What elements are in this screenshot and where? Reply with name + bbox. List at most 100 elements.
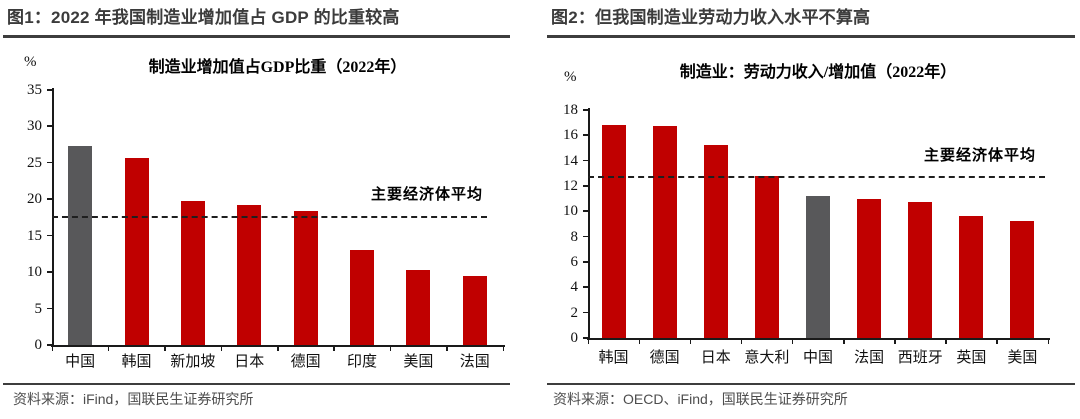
figure-2-panel: 图2：但我国制造业劳动力收入水平不算高 % 制造业：劳动力收入/增加值（2022年… (540, 0, 1080, 419)
y-axis-tick (47, 307, 52, 310)
x-axis-tick (333, 345, 335, 351)
bar-印度 (350, 249, 375, 345)
bar-德国 (293, 210, 318, 345)
category-label: 英国 (956, 350, 987, 366)
y-axis-tick (47, 271, 52, 273)
y-axis-unit-label: % (564, 69, 577, 85)
y-axis-tick-label: 10 (563, 203, 578, 220)
y-axis-tick (583, 261, 588, 263)
figure-1-panel: 图1：2022 年我国制造业增加值占 GDP 的比重较高 % 制造业增加值占GDP… (3, 5, 510, 407)
y-axis-tick (47, 89, 52, 91)
y-axis-tick (583, 159, 588, 162)
y-axis-tick-label: 14 (563, 152, 578, 169)
category-label: 新加坡 (170, 354, 216, 370)
bar-中国 (806, 196, 830, 338)
y-axis-tick (47, 125, 52, 127)
bar-美国 (406, 269, 431, 345)
y-axis-tick-label: 10 (27, 264, 42, 281)
y-axis-tick-label: 20 (27, 191, 42, 208)
bar-中国 (68, 146, 93, 345)
x-axis-tick (502, 345, 504, 351)
figure-2-source: 资料来源：OECD、iFind，国联民生证券研究所 (553, 391, 848, 407)
figure-1-source: 资料来源：iFind，国联民生证券研究所 (13, 391, 254, 407)
y-axis-tick (583, 337, 588, 339)
y-axis-tick-label: 12 (563, 178, 578, 194)
bar-西班牙 (908, 202, 933, 338)
bar-意大利 (754, 175, 779, 338)
x-axis-tick (107, 345, 110, 351)
average-line (588, 176, 1045, 179)
y-axis-tick-label: 0 (34, 337, 43, 353)
y-axis-tick-label: 25 (27, 154, 42, 171)
category-label: 法国 (459, 354, 490, 370)
y-axis-unit-label: % (24, 54, 37, 70)
average-line (52, 215, 487, 218)
category-label: 日本 (700, 350, 731, 366)
y-axis-tick-label: 5 (34, 300, 43, 317)
category-label: 中国 (802, 350, 833, 366)
x-axis-tick (791, 338, 794, 344)
y-axis-tick (47, 234, 52, 237)
x-axis-tick (996, 338, 998, 344)
category-label: 德国 (649, 350, 680, 366)
figure-2-source-rule (547, 383, 1075, 385)
y-axis-tick-label: 0 (570, 330, 579, 346)
x-axis-tick (894, 338, 896, 344)
bar-韩国 (124, 158, 149, 345)
y-axis-tick (47, 344, 52, 346)
x-axis-tick (638, 338, 641, 344)
x-axis-tick (689, 338, 692, 344)
average-line-label: 主要经济体平均 (923, 148, 1036, 165)
x-axis-tick (51, 345, 53, 351)
y-axis-tick-label: 6 (570, 254, 579, 270)
category-label: 西班牙 (897, 350, 943, 366)
bar-日本 (703, 145, 728, 338)
x-axis-tick (1047, 338, 1049, 344)
x-axis-tick (945, 338, 947, 344)
figure-1-header: 图1：2022 年我国制造业增加值占 GDP 的比重较高 (3, 5, 510, 38)
category-label: 法国 (854, 350, 885, 366)
y-axis-line (588, 108, 590, 339)
bar-法国 (857, 198, 882, 338)
average-line-label: 主要经济体平均 (370, 186, 483, 203)
category-label: 中国 (65, 354, 96, 370)
y-axis-tick (47, 161, 52, 164)
category-label: 印度 (347, 354, 378, 370)
bar-英国 (959, 216, 984, 338)
category-label: 日本 (234, 354, 265, 370)
x-axis-tick (843, 338, 845, 344)
y-axis-tick-label: 8 (570, 228, 579, 245)
figure-1-chart: % 制造业增加值占GDP比重（2022年） 0 5 10 15 20 25 30 35 中国 韩国 新加… (24, 54, 505, 370)
x-axis-tick (587, 338, 589, 344)
x-axis-tick (164, 345, 166, 351)
bar-美国 (1010, 221, 1035, 338)
y-axis-tick (583, 210, 588, 212)
y-axis-tick-label: 15 (27, 227, 42, 244)
category-label: 韩国 (598, 350, 629, 366)
chart-title: 制造业增加值占GDP比重（2022年） (148, 59, 407, 76)
y-axis-tick (583, 311, 588, 314)
category-label: 意大利 (744, 350, 790, 366)
category-label: 韩国 (121, 354, 152, 370)
bar-德国 (652, 126, 677, 338)
y-axis-tick (583, 185, 588, 187)
figure-1-source-rule (3, 383, 510, 385)
bar-法国 (462, 275, 487, 345)
x-axis-tick (277, 345, 279, 351)
figure-2-header: 图2：但我国制造业劳动力收入水平不算高 (547, 5, 1075, 38)
figure-2-chart: % 制造业：劳动力收入/增加值（2022年） 0 2 4 6 8 10 12 14 16 18 韩国 德国… (540, 0, 1080, 419)
y-axis-tick-label: 30 (27, 118, 42, 135)
y-axis-tick-label: 2 (570, 304, 579, 321)
y-axis-tick (583, 109, 588, 111)
x-axis-tick (446, 345, 448, 351)
y-axis-tick-label: 4 (570, 279, 579, 296)
bar-新加坡 (180, 200, 205, 345)
y-axis-tick-label: 18 (563, 102, 578, 118)
x-axis-tick (740, 338, 743, 344)
bar-日本 (237, 205, 262, 345)
x-axis-tick (220, 345, 223, 351)
y-axis-tick-label: 16 (563, 127, 578, 144)
chart-title: 制造业：劳动力收入/增加值（2022年） (679, 64, 957, 81)
y-axis-tick (47, 198, 52, 200)
